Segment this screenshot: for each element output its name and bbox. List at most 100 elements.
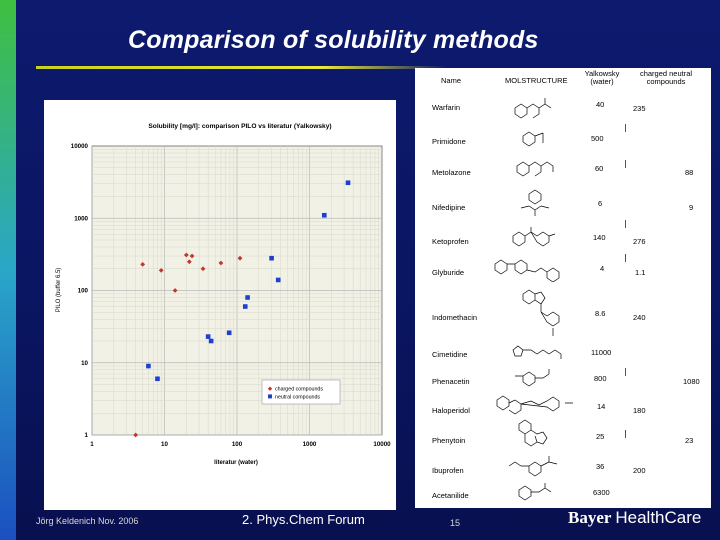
chart-panel: Solubility [mg/l]: comparison PILO vs li… (44, 100, 396, 510)
row-name: Metolazone (432, 168, 471, 177)
row-charged: 180 (633, 406, 646, 415)
row-name: Phenytoin (432, 436, 466, 445)
x-tick-label: 100 (232, 441, 243, 448)
nifedipine-structure (520, 189, 550, 216)
x-tick-label: 1 (90, 441, 94, 448)
row-name: Phenacetin (432, 377, 470, 386)
x-tick-label: 10 (161, 441, 168, 448)
solubility-table: Name MOLSTRUCTURE Yalkowsky (water) char… (415, 68, 711, 508)
neutral-compound-point (345, 180, 351, 186)
chart-title: Solubility [mg/l]: comparison PILO vs li… (148, 123, 331, 130)
neutral-compound-point (226, 330, 232, 336)
row-yalkowsky: 800 (594, 374, 607, 383)
metolazone-structure (516, 161, 554, 177)
neutral-compound-point (205, 334, 211, 339)
charged-compound-point (237, 255, 243, 261)
neutral-compound-point (269, 255, 274, 261)
legend-charged-marker (267, 386, 273, 391)
chart-x-axis-label: literatur (water) (214, 460, 258, 466)
row-yalkowsky: 60 (595, 164, 604, 173)
charged-compound-point (189, 253, 195, 259)
neutral-compound-point (275, 277, 281, 283)
row-neutral: 1080 (683, 377, 700, 386)
ketoprofen-structure (512, 227, 556, 247)
row-charged: 235 (633, 104, 646, 113)
row-name: Glyburide (432, 268, 465, 277)
x-tick-label: 10000 (373, 441, 391, 448)
row-yalkowsky: 40 (596, 100, 605, 109)
row-yalkowsky: 6 (598, 199, 603, 208)
header-group: charged neutral (639, 69, 693, 78)
row-charged: 276 (633, 237, 646, 246)
row-name: Cimetidine (432, 350, 468, 359)
y-tick-label: 10000 (71, 143, 89, 150)
bayer-healthcare-logo: Bayer HealthCare (568, 508, 701, 528)
y-tick-label: 1 (85, 432, 89, 439)
legend-charged-label: charged compounds (275, 387, 323, 393)
table-divider (625, 124, 626, 132)
primidone-structure (522, 131, 544, 147)
row-yalkowsky: 8.6 (595, 309, 606, 318)
glyburide-structure (494, 259, 560, 282)
legend-neutral-marker (268, 394, 272, 399)
row-name: Haloperidol (432, 406, 470, 415)
row-charged: 240 (633, 313, 646, 322)
charged-compound-point (140, 261, 146, 267)
slide-title: Comparison of solubility methods (128, 26, 539, 54)
footer-author: Jörg Keldenich Nov. 2006 (36, 516, 139, 526)
row-neutral: 88 (685, 168, 694, 177)
row-yalkowsky: 4 (600, 264, 605, 273)
table-divider (625, 368, 626, 376)
neutral-compound-point (245, 295, 250, 300)
header-yalkowsky: Yalkowsky (water) (584, 69, 620, 86)
solubility-scatter-chart: Solubility [mg/l]: comparison PILO vs li… (56, 123, 391, 466)
table-divider (625, 254, 626, 262)
row-charged: 200 (633, 466, 646, 475)
neutral-compound-point (155, 376, 160, 382)
row-name: Ketoprofen (432, 237, 469, 246)
row-yalkowsky: 14 (597, 402, 606, 411)
charged-compound-point (186, 259, 192, 265)
neutral-compound-point (146, 363, 151, 369)
x-tick-label: 1000 (303, 441, 317, 448)
header-name: Name (441, 76, 462, 85)
row-yalkowsky: 140 (593, 233, 606, 242)
charged-compound-point (218, 260, 224, 266)
haloperidol-structure (496, 395, 573, 415)
indomethacin-structure (522, 289, 560, 336)
row-yalkowsky: 500 (591, 134, 604, 143)
row-yalkowsky: 36 (596, 462, 605, 471)
row-yalkowsky: 11000 (591, 348, 612, 357)
neutral-compound-point (208, 338, 214, 344)
charged-compound-point (200, 266, 206, 272)
header-structure: MOLSTRUCTURE (505, 76, 568, 85)
row-name: Ibuprofen (432, 466, 464, 475)
row-name: Nifedipine (432, 203, 466, 212)
charged-compound-point (183, 252, 189, 258)
table-divider (625, 220, 626, 228)
neutral-compound-point (242, 304, 248, 309)
chart-legend: charged compounds neutral compounds (261, 379, 341, 405)
side-accent-bar (0, 0, 16, 540)
page-number: 15 (450, 518, 461, 528)
title-underline (36, 66, 446, 69)
y-tick-label: 10 (81, 360, 88, 367)
y-tick-label: 100 (78, 288, 89, 295)
row-yalkowsky: 6300 (593, 488, 610, 497)
logo-brand: Bayer (568, 508, 616, 527)
row-name: Acetanilide (432, 491, 469, 500)
y-tick-label: 1000 (74, 215, 88, 222)
row-name: Warfarin (432, 103, 461, 112)
table-divider (625, 160, 626, 168)
chart-y-axis-label: PILO (buffer 6.5) (56, 268, 62, 313)
footer-event: 2. Phys.Chem Forum (242, 512, 365, 527)
phenytoin-structure (518, 419, 548, 447)
row-yalkowsky: 25 (596, 432, 605, 441)
row-name: Indomethacin (432, 313, 478, 322)
ibuprofen-structure (508, 456, 558, 477)
table-divider (625, 430, 626, 438)
acetanilide-structure (518, 483, 552, 501)
charged-compound-point (158, 267, 164, 273)
logo-suffix: HealthCare (615, 508, 702, 527)
row-name: Primidone (432, 137, 466, 146)
